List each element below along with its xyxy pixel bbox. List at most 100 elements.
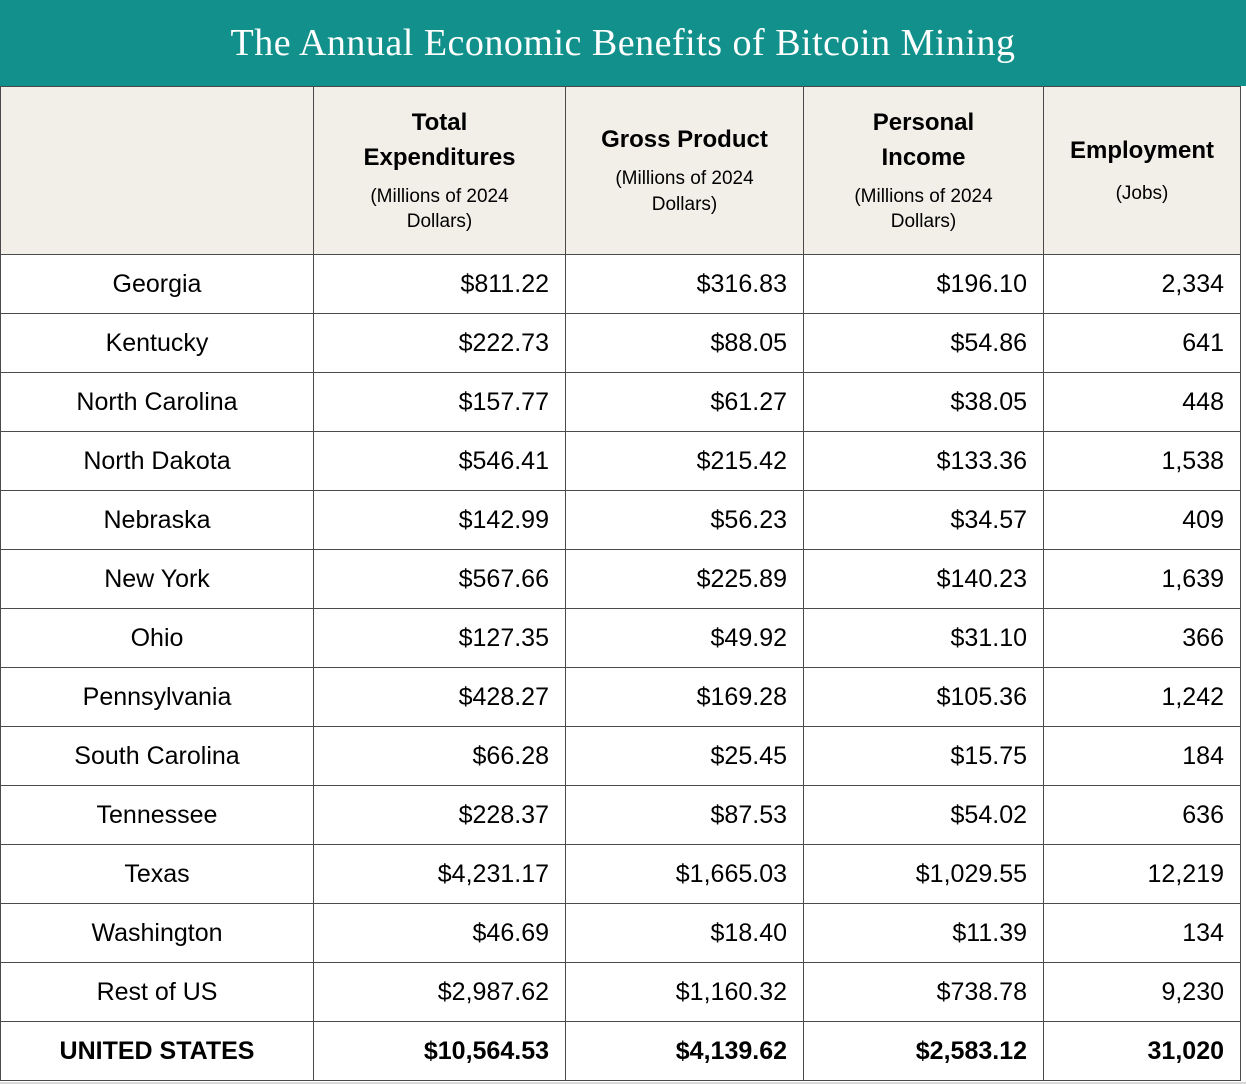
state-cell: Texas [0, 844, 314, 904]
value-cell: 1,242 [1043, 667, 1241, 727]
state-cell: South Carolina [0, 726, 314, 786]
economic-benefits-table: Total Expenditures (Millions of 2024 Doll… [0, 86, 1241, 1081]
table-row: UNITED STATES $10,564.53 $4,139.62 $2,583.1… [0, 1021, 1241, 1081]
state-cell: Washington [0, 903, 314, 963]
value-cell: $54.86 [803, 313, 1044, 373]
value-cell: $11.39 [803, 903, 1044, 963]
value-cell: $157.77 [313, 372, 566, 432]
table-header: Total Expenditures (Millions of 2024 Doll… [0, 86, 1241, 255]
value-cell: $222.73 [313, 313, 566, 373]
state-cell: North Carolina [0, 372, 314, 432]
value-cell: $105.36 [803, 667, 1044, 727]
value-cell: $38.05 [803, 372, 1044, 432]
column-header: Total Expenditures (Millions of 2024 Doll… [313, 86, 566, 255]
table-row: Nebraska $142.99 $56.23 $34.57 409 [0, 490, 1241, 550]
table-row: North Carolina $157.77 $61.27 $38.05 448 [0, 372, 1241, 432]
value-cell: $567.66 [313, 549, 566, 609]
table-row: Tennessee $228.37 $87.53 $54.02 636 [0, 785, 1241, 845]
state-cell: Rest of US [0, 962, 314, 1022]
table-row: Kentucky $222.73 $88.05 $54.86 641 [0, 313, 1241, 373]
title-band: The Annual Economic Benefits of Bitcoin … [0, 0, 1246, 86]
value-cell: $88.05 [565, 313, 804, 373]
value-cell: $142.99 [313, 490, 566, 550]
value-cell: $215.42 [565, 431, 804, 491]
table-row: North Dakota $546.41 $215.42 $133.36 1,538 [0, 431, 1241, 491]
value-cell: 1,538 [1043, 431, 1241, 491]
column-header-label: Employment [1069, 137, 1215, 165]
column-header-subtext: (Jobs) [1115, 183, 1169, 205]
state-cell: Tennessee [0, 785, 314, 845]
value-cell: $15.75 [803, 726, 1044, 786]
column-header [0, 86, 314, 255]
value-cell: $428.27 [313, 667, 566, 727]
table-row: Texas $4,231.17 $1,665.03 $1,029.55 12,219 [0, 844, 1241, 904]
column-header: Personal Income (Millions of 2024 Dollars… [803, 86, 1044, 255]
value-cell: 134 [1043, 903, 1241, 963]
value-cell: 2,334 [1043, 254, 1241, 314]
value-cell: $127.35 [313, 608, 566, 668]
column-header-subtext: (Millions of 2024 Dollars) [854, 185, 993, 233]
value-cell: $61.27 [565, 372, 804, 432]
value-cell: $4,231.17 [313, 844, 566, 904]
value-cell: $49.92 [565, 608, 804, 668]
value-cell: 184 [1043, 726, 1241, 786]
value-cell: $25.45 [565, 726, 804, 786]
value-cell: $316.83 [565, 254, 804, 314]
table-row: Pennsylvania $428.27 $169.28 $105.36 1,242 [0, 667, 1241, 727]
value-cell: $87.53 [565, 785, 804, 845]
value-cell: $2,583.12 [803, 1021, 1044, 1081]
column-header-subtext: (Millions of 2024 Dollars) [615, 168, 754, 215]
column-header-label: Total Expenditures [363, 109, 516, 171]
column-header: Employment (Jobs) [1043, 86, 1241, 255]
value-cell: $196.10 [803, 254, 1044, 314]
table-row: New York $567.66 $225.89 $140.23 1,639 [0, 549, 1241, 609]
value-cell: $54.02 [803, 785, 1044, 845]
value-cell: 1,639 [1043, 549, 1241, 609]
state-cell: Georgia [0, 254, 314, 314]
value-cell: $811.22 [313, 254, 566, 314]
value-cell: $225.89 [565, 549, 804, 609]
value-cell: $228.37 [313, 785, 566, 845]
state-cell: UNITED STATES [0, 1021, 314, 1081]
bottom-strip [0, 1082, 1246, 1084]
value-cell: 31,020 [1043, 1021, 1241, 1081]
value-cell: $546.41 [313, 431, 566, 491]
value-cell: $46.69 [313, 903, 566, 963]
column-header: Gross Product (Millions of 2024 Dollars) [565, 86, 804, 255]
value-cell: 409 [1043, 490, 1241, 550]
value-cell: $169.28 [565, 667, 804, 727]
table-body: Georgia $811.22 $316.83 $196.10 2,334 Kentuck… [0, 254, 1241, 1081]
value-cell: $133.36 [803, 431, 1044, 491]
table-row: South Carolina $66.28 $25.45 $15.75 184 [0, 726, 1241, 786]
value-cell: 448 [1043, 372, 1241, 432]
value-cell: $56.23 [565, 490, 804, 550]
page-title: The Annual Economic Benefits of Bitcoin … [230, 22, 1016, 64]
value-cell: 636 [1043, 785, 1241, 845]
value-cell: $18.40 [565, 903, 804, 963]
column-header-label: Personal Income [872, 109, 975, 171]
state-cell: Pennsylvania [0, 667, 314, 727]
state-cell: Ohio [0, 608, 314, 668]
value-cell: $1,029.55 [803, 844, 1044, 904]
table-row: Georgia $811.22 $316.83 $196.10 2,334 [0, 254, 1241, 314]
state-cell: North Dakota [0, 431, 314, 491]
table-row: Washington $46.69 $18.40 $11.39 134 [0, 903, 1241, 963]
value-cell: $738.78 [803, 962, 1044, 1022]
value-cell: $34.57 [803, 490, 1044, 550]
table-row: Rest of US $2,987.62 $1,160.32 $738.78 9,230 [0, 962, 1241, 1022]
value-cell: $10,564.53 [313, 1021, 566, 1081]
value-cell: $31.10 [803, 608, 1044, 668]
column-header-label: Gross Product [601, 126, 768, 154]
value-cell: $1,665.03 [565, 844, 804, 904]
state-cell: Nebraska [0, 490, 314, 550]
value-cell: $1,160.32 [565, 962, 804, 1022]
table-row: Ohio $127.35 $49.92 $31.10 366 [0, 608, 1241, 668]
value-cell: $4,139.62 [565, 1021, 804, 1081]
column-header-subtext: (Millions of 2024 Dollars) [370, 185, 509, 233]
value-cell: $66.28 [313, 726, 566, 786]
value-cell: $140.23 [803, 549, 1044, 609]
value-cell: 12,219 [1043, 844, 1241, 904]
value-cell: 9,230 [1043, 962, 1241, 1022]
value-cell: $2,987.62 [313, 962, 566, 1022]
